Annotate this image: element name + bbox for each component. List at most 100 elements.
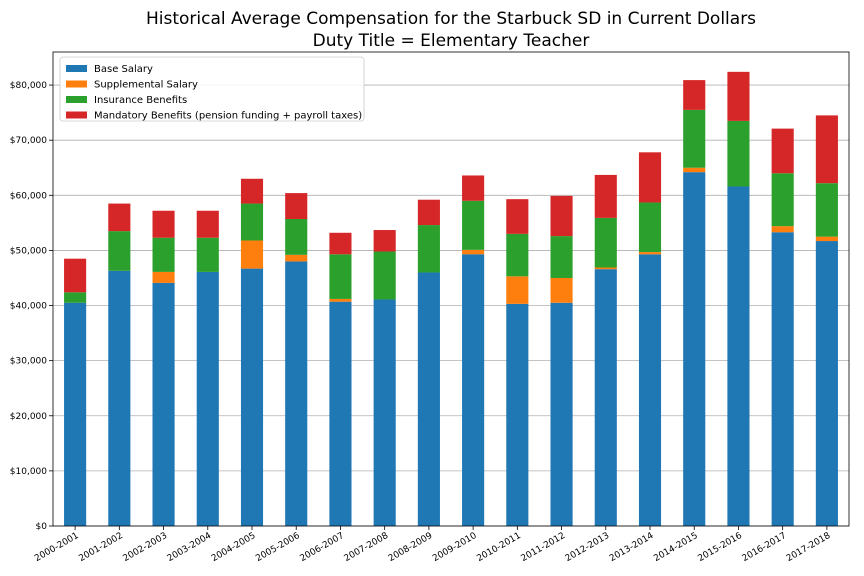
bar-segment — [417, 272, 440, 526]
bar-segment — [727, 186, 750, 527]
x-tick-label: 2007-2008 — [343, 531, 391, 564]
bar-segment — [196, 237, 219, 272]
y-tick-label: $30,000 — [10, 357, 47, 367]
bar-segment — [240, 240, 264, 269]
x-tick-label: 2017-2018 — [785, 531, 833, 564]
x-tick-label: 2006-2007 — [298, 531, 345, 564]
bar-segment — [683, 172, 706, 526]
bar-segment — [594, 267, 617, 270]
bar-segment — [771, 128, 794, 174]
x-tick-label: 2004-2005 — [210, 531, 257, 564]
bar-segment — [506, 233, 529, 277]
bar-segment — [815, 241, 838, 527]
bar-segment — [240, 268, 264, 526]
bar-segment — [815, 236, 838, 242]
bar-segment — [285, 254, 308, 262]
bar-segment — [152, 237, 175, 272]
bar-segment — [594, 174, 617, 218]
bar-segment — [152, 271, 175, 283]
chart-subtitle: Duty Title = Elementary Teacher — [313, 31, 590, 51]
bar-segment — [506, 276, 529, 304]
bar-segment — [108, 231, 131, 271]
x-tick-label: 2003-2004 — [166, 531, 214, 564]
x-tick-label: 2016-2017 — [741, 531, 788, 564]
bar-segment — [108, 203, 131, 232]
bar-segment — [329, 232, 352, 255]
bar-segment — [240, 178, 264, 204]
y-tick-label: $40,000 — [10, 302, 47, 312]
legend-entry: Base Salary — [94, 64, 153, 75]
legend-swatch — [66, 111, 87, 119]
legend-box — [59, 56, 365, 122]
x-tick-label: 2013-2014 — [608, 531, 656, 564]
bar-segment — [594, 217, 617, 268]
bar-segment — [329, 301, 352, 526]
legend-swatch — [66, 96, 87, 103]
bar-segment — [108, 270, 131, 526]
bar-segment — [594, 269, 617, 526]
bar-segment — [638, 202, 662, 253]
bar-segment — [285, 219, 308, 255]
bar-segment — [638, 254, 662, 527]
bar-segment — [462, 254, 485, 527]
bar-segment — [64, 258, 87, 293]
bar-segment — [550, 277, 573, 303]
bar-segment — [462, 200, 485, 250]
bar-segment — [815, 115, 838, 184]
legend-swatch — [66, 80, 87, 88]
bar-segment — [771, 226, 794, 233]
x-tick-label: 2009-2010 — [431, 531, 479, 564]
bar-segment — [64, 302, 87, 526]
x-tick-label: 2015-2016 — [696, 531, 744, 564]
bar-segment — [727, 71, 750, 121]
bar-segment — [329, 254, 352, 299]
bar-segment — [240, 203, 264, 241]
bar-segment — [462, 249, 485, 255]
bar-segment — [152, 210, 175, 238]
y-tick-label: $50,000 — [10, 246, 47, 256]
legend-entry: Mandatory Benefits (pension funding + pa… — [94, 111, 362, 122]
y-tick-label: $80,000 — [10, 81, 47, 91]
y-tick-label: $70,000 — [10, 136, 47, 146]
bar-segment — [152, 282, 175, 526]
plot-area: $0 $10,000 $20,000 $30,000 $40,000 $50,000 $60… — [10, 51, 850, 564]
legend: Base Salary Supplemental Salary Insurance … — [59, 56, 365, 122]
chart-title: Historical Average Compensation for the … — [146, 9, 756, 29]
bar-segment — [462, 175, 485, 201]
bar-segment — [550, 195, 573, 237]
x-tick-label: 2008-2009 — [387, 531, 435, 564]
bar-segment — [550, 236, 573, 278]
legend-entry: Insurance Benefits — [94, 95, 187, 106]
y-tick-label: $0 — [36, 522, 48, 532]
bar-segment — [417, 225, 440, 273]
bar-segment — [683, 167, 706, 173]
bar-segment — [64, 292, 87, 303]
x-tick-label: 2014-2015 — [652, 531, 699, 564]
legend-swatch — [66, 65, 87, 72]
bar-segment — [329, 298, 352, 302]
bar-segment — [638, 152, 662, 203]
legend-entry: Supplemental Salary — [94, 80, 198, 91]
x-tick-label: 2001-2002 — [77, 531, 124, 564]
bar-segment — [638, 252, 662, 255]
axes-frame — [52, 51, 850, 527]
y-tick-label: $10,000 — [10, 467, 47, 477]
bar-segment — [285, 261, 308, 526]
x-tick-label: 2012-2013 — [564, 531, 611, 564]
x-tick-label: 2000-2001 — [33, 531, 80, 564]
bar-segment — [196, 271, 219, 526]
x-tick-label: 2011-2012 — [520, 531, 567, 564]
y-tick-label: $60,000 — [10, 191, 47, 201]
bar-segment — [727, 120, 750, 187]
x-tick-label: 2010-2011 — [475, 531, 522, 564]
bar-segment — [550, 302, 573, 526]
bar-segment — [771, 173, 794, 227]
bar-segment — [285, 193, 308, 220]
x-tick-label: 2005-2006 — [254, 531, 302, 564]
bar-segment — [196, 210, 219, 238]
bar-segment — [506, 303, 529, 526]
bar-segment — [373, 299, 396, 526]
bar-segment — [417, 199, 440, 226]
bar-segment — [683, 109, 706, 168]
